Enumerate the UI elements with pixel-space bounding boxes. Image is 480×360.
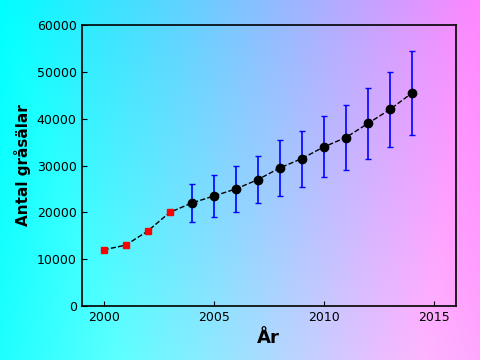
- Y-axis label: Antal gråsälar: Antal gråsälar: [14, 105, 31, 226]
- X-axis label: År: År: [257, 329, 280, 347]
